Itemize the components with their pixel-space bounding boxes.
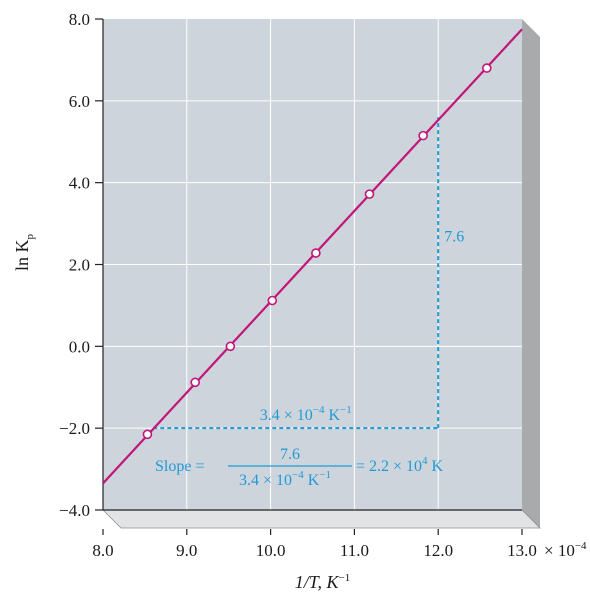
hdelta-prefix: 3.4 × 10: [260, 407, 313, 424]
data-point: [190, 377, 200, 388]
data-point: [311, 248, 321, 258]
hdelta-exponent: −4: [313, 404, 325, 416]
slope-denominator: 3.4 × 10−4 K−1: [239, 469, 331, 489]
y-axis-title-subscript: p: [24, 234, 36, 240]
data-point: [482, 63, 492, 73]
slope-result-unit: K: [428, 458, 444, 475]
x-axis-title-text: 1/T, K: [295, 572, 340, 592]
data-point: [418, 130, 428, 141]
x-tick-label: 8.0: [92, 541, 113, 560]
slope-annotations: 7.6 3.4 × 10−4 K−1 Slope = 7.6 3.4 × 10−…: [155, 229, 464, 489]
x-scale-text: × 10: [544, 541, 575, 560]
slope-prefix: Slope =: [155, 458, 204, 475]
slope-den-prefix: 3.4 × 10: [239, 472, 292, 489]
slope-den-unit: K: [304, 472, 320, 489]
x-scale-exponent: −4: [575, 540, 587, 552]
slope-result-exponent: 4: [422, 455, 428, 467]
y-tick-label: 0.0: [69, 337, 90, 356]
slope-triangle: [153, 117, 440, 430]
data-point: [267, 295, 278, 306]
y-axis-title: ln Kp: [12, 234, 36, 272]
data-points: [142, 63, 492, 440]
vertical-delta-label: 7.6: [444, 229, 464, 246]
x-axis-title-exponent: −1: [338, 572, 350, 584]
y-tick-label: 4.0: [69, 174, 90, 193]
hdelta-unit: K: [324, 407, 340, 424]
y-tick-label: −2.0: [59, 419, 90, 438]
slope-den-exponent: −4: [292, 469, 304, 481]
y-axis-title-text: ln K: [12, 239, 32, 271]
x-axis-scale-factor: × 10−4: [544, 540, 587, 560]
plot-depth-faces: [102, 19, 541, 529]
plot-bottom-face: [102, 509, 541, 529]
data-point: [364, 189, 375, 199]
x-axis-title: 1/T, K−1: [295, 572, 350, 592]
slope-den-unit-exponent: −1: [319, 469, 331, 481]
slope-numerator: 7.6: [280, 446, 300, 463]
y-tick-label: 8.0: [69, 10, 90, 29]
slope-result-prefix: = 2.2 × 10: [356, 458, 422, 475]
hdelta-unit-exponent: −1: [340, 404, 352, 416]
x-axis-ticks: 8.0 9.0 10.0 11.0 12.0 13.0: [92, 529, 537, 560]
plot-side-face: [522, 19, 540, 528]
x-tick-label: 10.0: [256, 541, 286, 560]
y-tick-label: 2.0: [69, 256, 90, 275]
horizontal-delta-label: 3.4 × 10−4 K−1: [260, 404, 352, 424]
data-point: [142, 429, 153, 440]
x-tick-label: 13.0: [507, 541, 537, 560]
y-axis-ticks: −4.0 −2.0 0.0 2.0 4.0 6.0 8.0: [59, 10, 103, 520]
x-tick-label: 12.0: [423, 541, 453, 560]
slope-result: = 2.2 × 104 K: [356, 455, 444, 475]
y-tick-label: 6.0: [69, 92, 90, 111]
y-tick-label: −4.0: [59, 501, 90, 520]
data-point: [225, 341, 236, 352]
x-tick-label: 11.0: [340, 541, 369, 560]
x-tick-label: 9.0: [176, 541, 197, 560]
